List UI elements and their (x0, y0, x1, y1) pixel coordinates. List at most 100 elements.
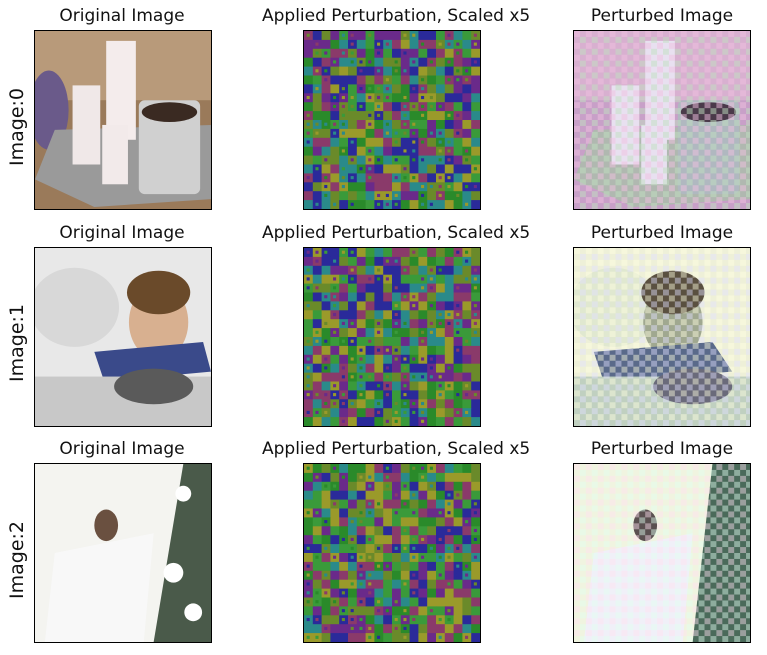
perturb-dot (324, 410, 328, 414)
perturb-dot (350, 626, 354, 630)
perturb-tile (348, 128, 358, 139)
perturb-tile (330, 561, 340, 572)
perturb-tile (374, 490, 384, 501)
perturb-dot (421, 401, 425, 406)
perturb-dot (473, 537, 477, 541)
perturb-tile (356, 120, 367, 130)
perturb-dot (429, 375, 433, 379)
perturb-dot (447, 312, 451, 317)
perturb-dot (359, 393, 363, 397)
perturb-tile (409, 499, 419, 509)
perturb-dot (394, 419, 398, 423)
perturb-dot (341, 366, 345, 370)
perturb-tile (418, 301, 428, 311)
perturb-dot (429, 184, 433, 189)
perturb-tile (462, 39, 472, 50)
perturb-dot (447, 502, 451, 506)
perturb-tile (365, 381, 375, 391)
perturb-tile (392, 337, 402, 347)
perturb-tile (348, 381, 358, 391)
perturb-tile (330, 417, 340, 426)
perturb-tile (453, 354, 463, 365)
perturb-dot (403, 626, 407, 630)
perturb-dot (368, 626, 372, 630)
perturb-tile (304, 57, 314, 68)
perturb-tile (400, 597, 411, 607)
perturb-tile (348, 310, 358, 320)
perturb-tile (304, 200, 314, 209)
perturb-dot (465, 184, 469, 189)
perturb-dot (324, 51, 328, 55)
perturb-tile (453, 84, 463, 94)
perturb-tile (444, 292, 455, 302)
perturb-tile (356, 93, 367, 103)
perturb-dot (368, 475, 372, 479)
perturb-tile (330, 319, 340, 329)
perturb-tile (348, 597, 358, 607)
perturb-dot (315, 69, 319, 73)
perturb-dot (394, 348, 398, 352)
perturb-tile (348, 408, 358, 418)
perturb-dot (403, 33, 407, 37)
perturb-tile (330, 337, 340, 347)
perturb-dot (377, 348, 381, 352)
perturb-dot (412, 60, 416, 64)
perturb-tile (304, 517, 314, 527)
perturb-dot (429, 286, 433, 290)
perturb-dot (350, 268, 354, 272)
perturb-tile (392, 633, 402, 642)
perturb-tile (444, 390, 455, 400)
perturb-tile (436, 588, 446, 598)
perturb-tile (453, 633, 463, 642)
perturb-tile (392, 472, 402, 483)
perturb-dot (403, 295, 407, 299)
perturb-tile (418, 164, 428, 174)
perturb-dot (324, 312, 328, 317)
perturb-dot (412, 537, 416, 541)
perturb-dot (412, 466, 416, 470)
perturb-dot (377, 202, 381, 206)
perturb-dot (350, 617, 354, 622)
perturb-tile (374, 292, 384, 302)
perturb-tile (453, 120, 463, 130)
perturb-tile (427, 191, 437, 201)
perturb-dot (350, 104, 354, 108)
perturb-tile (304, 146, 314, 157)
perturb-tile (392, 579, 402, 590)
column-title-original-0: Original Image (59, 6, 185, 26)
perturb-dot (333, 131, 337, 135)
perturb-tile (453, 615, 463, 625)
perturb-tile (304, 481, 314, 492)
perturb-tile (471, 544, 480, 554)
perturb-tile (374, 337, 384, 347)
perturb-dot (359, 582, 363, 586)
perturb-tile (339, 408, 349, 418)
perturb-dot (394, 537, 398, 541)
original-image-1 (34, 247, 212, 427)
perturb-tile (400, 588, 411, 598)
perturb-dot (429, 167, 433, 171)
perturb-dot (394, 193, 398, 197)
perturb-dot (377, 502, 381, 506)
perturb-tile (365, 345, 375, 356)
perturb-tile (356, 301, 367, 311)
perturb-tile (427, 146, 437, 157)
perturb-tile (392, 292, 402, 302)
perturb-tile (436, 274, 446, 285)
perturb-dot (456, 51, 460, 55)
perturb-dot (385, 95, 389, 100)
perturb-dot (456, 286, 460, 290)
perturb-dot (341, 393, 345, 397)
perturb-tile (409, 624, 419, 634)
perturb-dot (341, 609, 345, 613)
perturb-dot (465, 69, 469, 73)
perturb-tile (462, 128, 472, 139)
perturb-tile (304, 535, 314, 545)
perturb-dot (429, 330, 433, 334)
perturb-tile (383, 579, 393, 590)
perturb-tile (444, 597, 455, 607)
perturb-dot (315, 466, 319, 470)
perturb-tile (436, 417, 446, 426)
perturb-tile (365, 544, 375, 554)
perturb-tile (348, 75, 358, 85)
